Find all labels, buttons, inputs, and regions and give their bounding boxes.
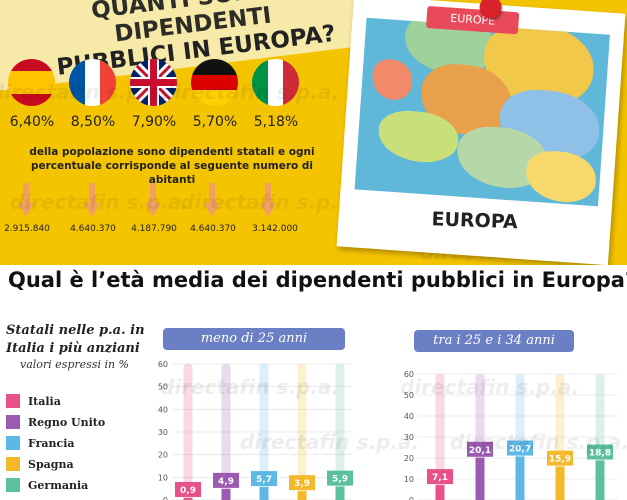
- data-label-box: [507, 440, 533, 456]
- description: della popolazione sono dipendenti statal…: [29, 146, 315, 186]
- legend-item-regno-unito: Regno Unito: [6, 414, 105, 430]
- data-label: 20,1: [469, 446, 491, 456]
- chart-title-under-25: meno di 25 anni: [163, 328, 345, 350]
- bar-regno-unito: [221, 488, 231, 500]
- data-label: 20,7: [509, 445, 531, 455]
- bar-spagna: [297, 491, 307, 500]
- legend-label: Francia: [28, 436, 75, 450]
- y-tick-label: 50: [158, 383, 168, 392]
- arrow-down-icon: [260, 183, 276, 217]
- y-tick-label: 20: [404, 454, 414, 463]
- data-label-box: [251, 471, 277, 487]
- bar-track: [335, 364, 345, 500]
- data-label-box: [547, 450, 573, 466]
- bar-francia: [515, 456, 525, 500]
- bar-francia: [259, 487, 269, 500]
- data-label: 18,8: [589, 449, 611, 459]
- pct-uk: 7,90%: [131, 114, 177, 130]
- arrow-down-icon: [18, 183, 34, 217]
- data-label: 7,1: [432, 473, 448, 483]
- data-label-box: [327, 470, 353, 486]
- data-label-box: [175, 481, 201, 497]
- chart-title-25-34: tra i 25 e i 34 anni: [414, 330, 574, 352]
- pct-italy: 5,18%: [253, 114, 299, 130]
- bar-track: [297, 364, 307, 500]
- y-tick-label: 10: [158, 473, 168, 482]
- legend-item-italia: Italia: [6, 393, 61, 409]
- data-label-box: [467, 441, 493, 457]
- bar-track: [221, 364, 231, 500]
- legend-swatch: [6, 457, 20, 471]
- france-flag-icon: [69, 59, 116, 106]
- y-tick-label: 30: [158, 428, 168, 437]
- y-tick-label: 60: [404, 370, 414, 379]
- bar-track: [435, 374, 445, 500]
- data-label: 5,9: [332, 475, 348, 485]
- data-label-box: [587, 444, 613, 460]
- data-label-box: [427, 469, 453, 485]
- pct-france: 8,50%: [70, 114, 116, 130]
- germany-flag-icon: [191, 59, 238, 106]
- legend-subtitle: valori espressi in %: [20, 358, 130, 371]
- section-question: Qual è l’età media dei dipendenti pubbli…: [8, 268, 627, 292]
- bar-regno-unito: [475, 457, 485, 500]
- arrow-down-icon: [204, 183, 220, 217]
- bar-italia: [183, 497, 193, 500]
- abitanti-uk: 4.187.790: [131, 224, 177, 234]
- legend-swatch: [6, 436, 20, 450]
- arrow-down-icon: [84, 183, 100, 217]
- legend-label: Germania: [28, 478, 89, 492]
- pct-germany: 5,70%: [192, 114, 238, 130]
- y-tick-label: 40: [404, 412, 414, 421]
- legend-swatch: [6, 478, 20, 492]
- pct-spain: 6,40%: [9, 114, 55, 130]
- data-label: 4,9: [218, 477, 234, 487]
- legend-item-francia: Francia: [6, 435, 75, 451]
- legend-title: Statali nelle p.a. in Italia i più anzia…: [6, 323, 145, 356]
- legend-label: Spagna: [28, 457, 74, 471]
- y-tick-label: 0: [409, 496, 414, 500]
- legend-label: Regno Unito: [28, 415, 106, 429]
- abitanti-germany: 4.640.370: [190, 224, 236, 234]
- bar-italia: [435, 485, 445, 500]
- y-tick-label: 30: [404, 433, 414, 442]
- abitanti-italy: 3.142.000: [252, 224, 298, 234]
- data-label: 0,9: [180, 486, 196, 496]
- italy-flag-icon: [252, 59, 299, 106]
- bar-spagna: [555, 466, 565, 500]
- bar-germania: [335, 486, 345, 500]
- y-tick-label: 50: [404, 391, 414, 400]
- legend-label: Italia: [28, 394, 61, 408]
- y-tick-label: 60: [158, 360, 168, 369]
- legend-item-spagna: Spagna: [6, 456, 74, 472]
- data-label: 5,7: [256, 475, 272, 485]
- arrow-down-icon: [145, 183, 161, 217]
- legend-swatch: [6, 415, 20, 429]
- legend-item-germania: Germania: [6, 477, 88, 493]
- y-tick-label: 10: [404, 475, 414, 484]
- data-label-box: [213, 472, 239, 488]
- bar-track: [183, 364, 193, 500]
- y-tick-label: 20: [158, 451, 168, 460]
- abitanti-spain: 2.915.840: [4, 224, 50, 234]
- bar-track: [259, 364, 269, 500]
- data-label: 3,9: [294, 479, 310, 489]
- y-tick-label: 0: [163, 496, 168, 500]
- legend-swatch: [6, 394, 20, 408]
- bar-germania: [595, 460, 605, 500]
- y-tick-label: 40: [158, 405, 168, 414]
- abitanti-france: 4.640.370: [70, 224, 116, 234]
- data-label: 15,9: [549, 455, 571, 465]
- spain-flag-icon: [8, 59, 55, 106]
- data-label-box: [289, 475, 315, 491]
